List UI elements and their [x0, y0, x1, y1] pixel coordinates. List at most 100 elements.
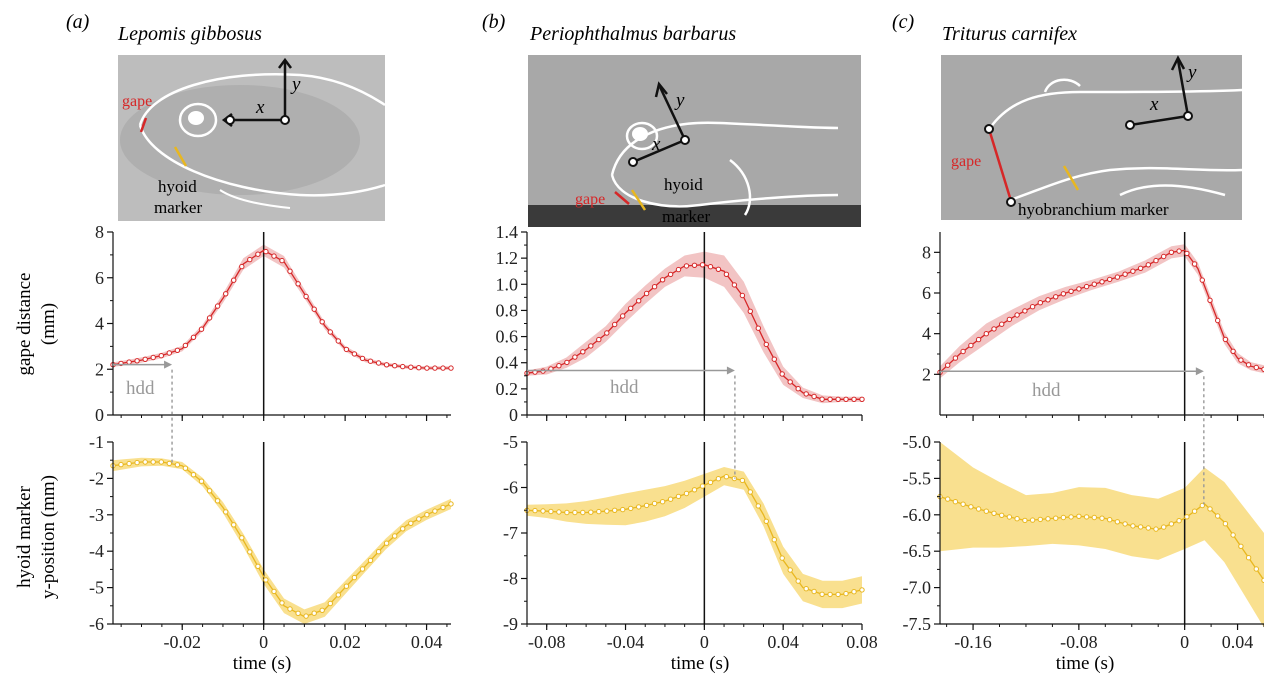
chart-b-gape-band: [527, 251, 862, 404]
chart-c-gape-point: [1253, 364, 1260, 371]
chart-a-hyoid-point: [343, 583, 350, 589]
chart-a-gape-point: [198, 326, 205, 332]
chart-a-hyoid-point: [231, 522, 237, 528]
chart-a-hyoid-point: [279, 600, 285, 606]
photo-a-marker-label-2: marker: [154, 198, 202, 217]
chart-c-gape-point: [1176, 248, 1182, 254]
chart-c-hyoid-point: [1037, 516, 1044, 523]
chart-a-hyoid-point: [166, 460, 173, 467]
chart-a-hyoid-point: [327, 600, 333, 607]
chart-b-gape-point: [787, 379, 793, 385]
photo-c-origin: [1183, 111, 1193, 121]
chart-a-hyoid-point: [271, 588, 277, 595]
photo-b-x-axis-arrow: [632, 138, 686, 164]
hdd-links: [171, 369, 1205, 505]
chart-c-gape-point: [1107, 276, 1113, 283]
chart-b-hyoid-ytick-label: -7: [503, 523, 518, 543]
chart-b-hyoid-point: [691, 487, 698, 493]
chart-c-hyoid-xtick-label: 0.04: [1222, 632, 1254, 652]
chart-b-hyoid-point: [580, 509, 586, 516]
chart-a-gape-point: [166, 350, 173, 356]
chart-a-gape-point: [303, 293, 309, 300]
chart-c-gape-point: [1053, 294, 1059, 300]
chart-a-hyoid-point: [174, 462, 181, 468]
species-name-a: Lepomis gibbosus: [117, 23, 262, 45]
species-name-c: Triturus carnifex: [942, 23, 1077, 45]
chart-b-gape-point: [612, 321, 618, 328]
chart-c-gape-ytick-label: 6: [922, 283, 931, 303]
chart-a-hyoid-point: [198, 478, 205, 484]
chart-a-gape-point: [174, 347, 181, 353]
chart-b-hyoid-point: [675, 493, 682, 500]
chart-b-gape-point: [564, 359, 570, 366]
chart-a-gape-point: [351, 351, 358, 357]
chart-b-hyoid-point: [819, 591, 825, 597]
chart-a-hyoid-point: [118, 461, 124, 468]
chart-c-hyoid-point: [975, 506, 982, 512]
chart-b-gape-line: [526, 264, 862, 400]
chart-c-hyoid-point: [1245, 555, 1252, 561]
chart-a-hyoid-ytick-label: -1: [89, 432, 104, 452]
chart-b-gape-point: [795, 386, 801, 392]
chart-a-gape-point: [271, 253, 277, 259]
chart-c-hyoid-xtick-label: 0: [1180, 632, 1189, 652]
chart-b-hyoid-point: [835, 591, 841, 598]
chart-b-hyoid-xtick-label: 0: [700, 632, 709, 652]
chart-a-hyoid-point: [303, 613, 309, 619]
chart-a-gape-point: [223, 291, 229, 297]
chart-c-gape-point: [952, 355, 959, 361]
chart-a-gape-point: [255, 251, 261, 257]
chart-c-hyoid-point: [1029, 517, 1036, 523]
chart-b-hyoid-point: [851, 589, 857, 595]
hdd-label-b: hdd: [610, 377, 639, 398]
chart-b-gape-point: [803, 391, 809, 397]
chart-c-gape-point: [1014, 312, 1020, 318]
chart-a-gape-point: [206, 315, 213, 321]
chart-b-gape-ytick-label: 1.2: [496, 248, 519, 268]
chart-c-hyoid-point: [1137, 524, 1144, 530]
chart-a-hyoid-point: [375, 549, 382, 555]
photo-c-forelimb: [1119, 184, 1226, 197]
chart-c-gape-point: [999, 321, 1005, 327]
photo-b-y-arrowhead: [654, 81, 668, 98]
chart-a-hyoid-point: [359, 566, 366, 572]
hdd-label-c: hdd: [1032, 380, 1061, 401]
chart-b-hyoid-point: [540, 508, 546, 514]
chart-a-gape-point: [190, 334, 197, 340]
chart-a-hyoid-ytick-label: -6: [89, 614, 104, 634]
chart-a-gape-band: [113, 244, 451, 370]
chart-a-gape-point: [214, 303, 221, 309]
chart-c-gape-point: [1161, 253, 1167, 260]
chart-c-hyoid-point: [1253, 566, 1260, 572]
chart-a-gape-point: [311, 306, 317, 312]
photo-c-jaw: [1009, 166, 1243, 202]
chart-a-hyoid-point: [134, 459, 140, 466]
chart-a-hyoid-point: [392, 533, 398, 539]
chart-c-gape-point: [945, 362, 951, 368]
chart-b-gape: 0 0.2 0.4 0.6 0.8 1.0 1.2 1.4: [496, 222, 865, 425]
chart-c-hyoid-point: [1083, 514, 1090, 520]
photo-c-head-top: [988, 88, 1243, 129]
chart-b-hyoid-point: [779, 555, 785, 561]
chart-b-hyoid-band: [527, 467, 862, 609]
chart-a-hyoid-point: [206, 488, 213, 494]
chart-b-gape-ytick-label: 1.4: [496, 222, 519, 242]
chart-b-gape-point: [683, 263, 690, 269]
photo-a-eye-ring: [178, 102, 218, 138]
chart-a-gape-point: [327, 329, 333, 335]
chart-a-gape-ytick-label: 8: [95, 222, 104, 242]
chart-c-hyoid-point: [1238, 543, 1244, 549]
chart-c-hyoid-point: [1176, 518, 1182, 524]
chart-b-gape-point: [699, 262, 706, 268]
chart-b-hyoid-point: [771, 537, 777, 543]
chart-a-gape-point: [408, 364, 414, 370]
chart-c-hyoid-ytick-label: -6.5: [903, 541, 932, 561]
photo-a-x-label: x: [255, 97, 265, 118]
chart-b-hyoid-point: [651, 500, 658, 507]
photo-c: x y gape hyobranchium marker: [941, 55, 1243, 220]
chart-c-hyoid-point: [952, 499, 959, 505]
chart-b-hyoid-ytick-label: -8: [503, 569, 518, 589]
chart-b-hyoid-point: [707, 479, 714, 486]
chart-c-hyoid-point: [1068, 514, 1074, 520]
chart-c-gape-point: [1037, 300, 1044, 306]
